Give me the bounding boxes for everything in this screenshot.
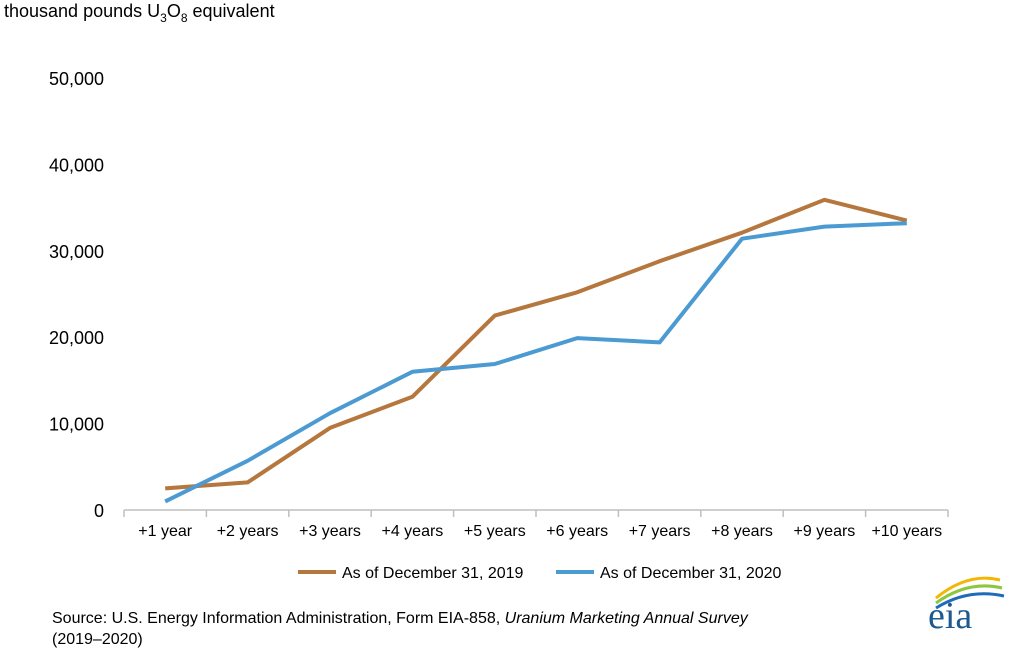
x-tick-label: +7 years bbox=[629, 523, 691, 540]
x-tick-label: +1 year bbox=[138, 523, 192, 540]
unit-label: thousand pounds U3O8 equivalent bbox=[4, 1, 275, 25]
series-line-0 bbox=[165, 197, 908, 491]
x-tick-label: +2 years bbox=[217, 523, 279, 540]
x-tick-label: +4 years bbox=[381, 523, 443, 540]
source-note: Source: U.S. Energy Information Administ… bbox=[52, 610, 748, 648]
eia-logo-arcs-icon bbox=[935, 576, 1001, 600]
y-tick-label: 50,000 bbox=[49, 69, 104, 89]
eia-logo: eia bbox=[928, 576, 1005, 637]
x-tick-label: +3 years bbox=[299, 523, 361, 540]
y-tick-label: 30,000 bbox=[49, 242, 104, 262]
eia-logo-arc-blue bbox=[935, 592, 1005, 610]
y-axis-ticks: 0 10,000 20,000 30,000 40,000 50,000 bbox=[49, 69, 104, 521]
x-axis-ticks bbox=[123, 510, 949, 517]
x-tick-label: +9 years bbox=[793, 523, 855, 540]
eia-logo-text: eia bbox=[928, 595, 972, 637]
x-tick-label: +10 years bbox=[871, 523, 942, 540]
x-tick-label: +5 years bbox=[464, 523, 526, 540]
y-tick-label: 40,000 bbox=[49, 155, 104, 175]
legend-label-2020: As of December 31, 2020 bbox=[600, 565, 782, 582]
y-tick-label: 10,000 bbox=[49, 415, 104, 435]
x-tick-label: +6 years bbox=[546, 523, 608, 540]
x-axis-labels: +1 year +2 years +3 years +4 years +5 years +… bbox=[138, 523, 942, 540]
series-lines bbox=[164, 197, 908, 504]
x-tick-label: +8 years bbox=[711, 523, 773, 540]
eia-logo-arc-green bbox=[935, 584, 1003, 605]
series-line-1 bbox=[164, 221, 907, 504]
legend-label-2019: As of December 31, 2019 bbox=[342, 565, 524, 582]
legend: As of December 31, 2019 As of December 3… bbox=[298, 565, 782, 582]
y-tick-label: 0 bbox=[94, 501, 104, 521]
y-tick-label: 20,000 bbox=[49, 328, 104, 348]
